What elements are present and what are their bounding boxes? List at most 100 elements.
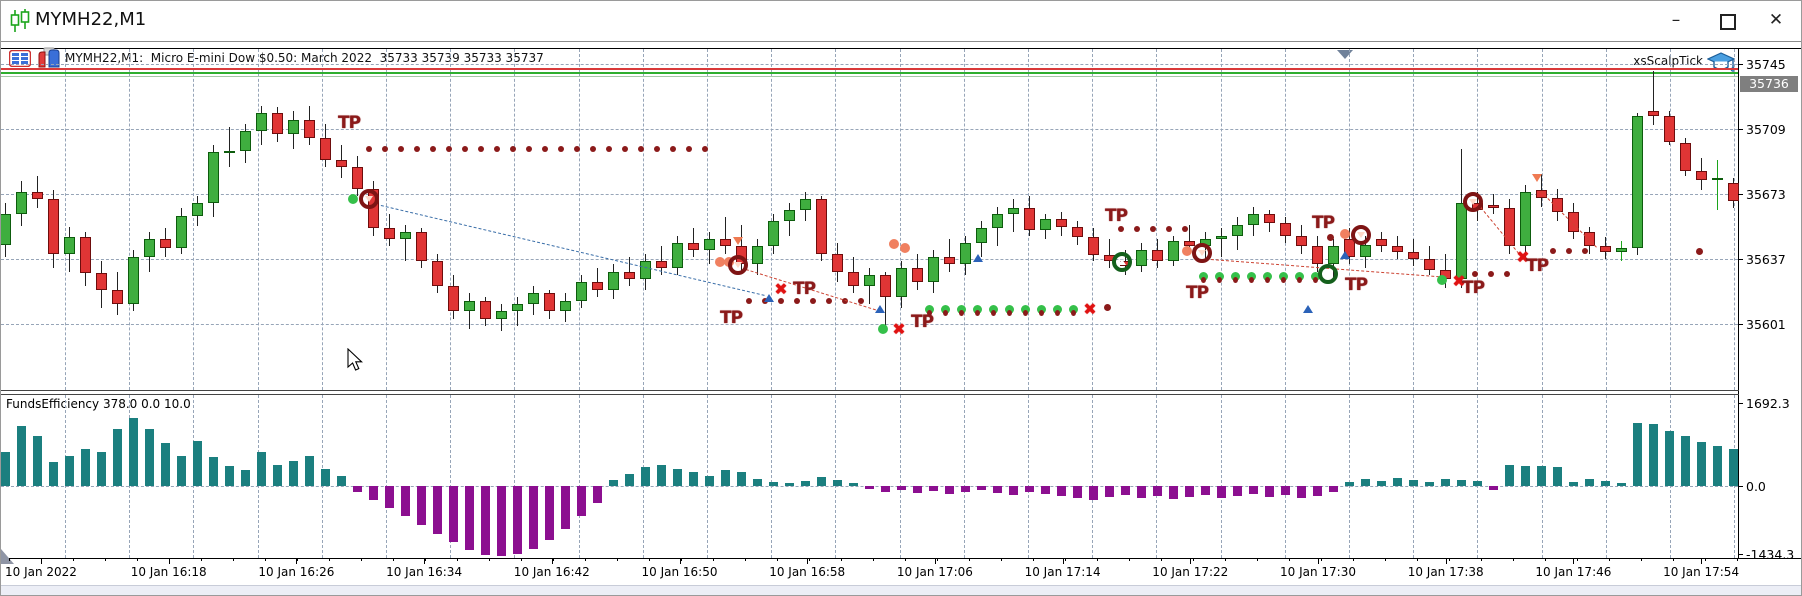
- tp-trail-dot-green: [989, 305, 998, 314]
- candle-wick: [725, 217, 726, 254]
- indicator-bar: [1361, 479, 1370, 486]
- candle: [1392, 246, 1403, 252]
- candle: [1328, 246, 1339, 265]
- indicator-bar: [1585, 478, 1594, 486]
- time-axis-tick: [41, 558, 42, 564]
- tp-trail-dot-red: [1023, 310, 1028, 316]
- subwindow-separator[interactable]: [1, 390, 1739, 391]
- buy-arrow-icon: [1340, 251, 1350, 259]
- quotes-list-icon[interactable]: [8, 49, 32, 71]
- candle-wick: [229, 127, 230, 167]
- time-axis-label: 10 Jan 17:30: [1280, 565, 1356, 579]
- price-line: [1, 75, 1738, 77]
- candle: [480, 300, 491, 319]
- indicator-bar: [417, 486, 426, 526]
- gridline-vertical: [1284, 395, 1286, 558]
- gridline-vertical: [835, 49, 837, 390]
- indicator-bar: [785, 483, 794, 486]
- indicator-bar: [129, 418, 138, 486]
- indicator-bar: [593, 486, 602, 504]
- indicator-bar: [273, 464, 282, 486]
- sell-arrow-icon: [733, 237, 743, 245]
- price-line: [1, 68, 1738, 70]
- candle: [1568, 212, 1579, 232]
- tp-trail-dot-red: [943, 310, 948, 316]
- tp-line-dot: [1472, 271, 1478, 277]
- tp-line-dot: [1566, 248, 1572, 254]
- tp-label: TP: [910, 312, 934, 332]
- indicator-bar: [209, 457, 218, 486]
- gridline-vertical: [65, 49, 66, 390]
- time-minor-tick: [777, 558, 778, 561]
- indicator-bar: [369, 486, 378, 500]
- tp-line-dot: [858, 298, 864, 304]
- indicator-bar: [1025, 486, 1034, 492]
- time-axis-label: 10 Jan 17:06: [896, 565, 973, 579]
- indicator-bar: [1665, 431, 1674, 486]
- tp-line-dot: [366, 146, 372, 152]
- tp-trail-dot-green: [1263, 272, 1272, 281]
- indicator-bar: [737, 472, 746, 486]
- price-axis-label: 35709: [1746, 122, 1786, 137]
- indicator-bar: [1505, 465, 1514, 486]
- candle: [1232, 224, 1243, 236]
- indicator-bar: [513, 486, 522, 554]
- time-minor-tick: [393, 558, 394, 561]
- candle: [1152, 249, 1163, 261]
- maximize-button[interactable]: [1711, 7, 1745, 35]
- indicator-bar: [545, 486, 554, 540]
- gridline-vertical: [707, 49, 708, 390]
- tp-line-dot: [542, 146, 548, 152]
- tp-line-dot: [1182, 226, 1188, 232]
- time-minor-tick: [201, 558, 202, 561]
- indicator-bar: [241, 469, 250, 486]
- time-minor-tick: [361, 558, 362, 561]
- indicator-bar: [753, 478, 762, 486]
- tp-line-dot: [590, 146, 596, 152]
- indicator-bar: [689, 472, 698, 486]
- tp-trail-dot-red: [959, 310, 964, 316]
- indicator-bar: [1121, 486, 1130, 495]
- time-axis-tick: [1062, 558, 1064, 564]
- chart-window-icon[interactable]: [37, 47, 61, 72]
- indicator-bar: [1489, 486, 1498, 490]
- window-titlebar[interactable]: MYMH22,M1 – ✕: [1, 1, 1801, 42]
- tp-line-dot: [1550, 248, 1556, 254]
- tp-label: TP: [792, 279, 816, 299]
- subwindow-separator-2[interactable]: [1, 394, 1739, 395]
- candle: [64, 237, 75, 254]
- indicator-axis-tick: [1738, 403, 1743, 404]
- buy-arrow-icon: [764, 294, 774, 302]
- indicator-bar: [1105, 486, 1114, 497]
- indicator-bar: [401, 486, 410, 517]
- time-axis-tick: [296, 558, 298, 564]
- gridline-horizontal: [1, 129, 1738, 130]
- indicator-bar: [497, 486, 506, 557]
- trade-x-mark: ✖: [774, 279, 788, 299]
- indicator-bar: [1569, 481, 1578, 486]
- indicator-axis-label: -1434.3: [1746, 547, 1795, 562]
- candle: [992, 213, 1003, 229]
- tp-line-dot: [574, 146, 580, 152]
- candle: [1584, 231, 1595, 247]
- tp-label: TP: [1461, 278, 1485, 298]
- buy-entry-circle-marker: [1318, 264, 1338, 284]
- indicator-bar: [353, 486, 362, 492]
- time-minor-tick: [1673, 558, 1674, 561]
- time-minor-tick: [1033, 558, 1034, 561]
- indicator-bar: [1521, 466, 1530, 486]
- minimize-button[interactable]: –: [1671, 10, 1681, 30]
- time-minor-tick: [329, 558, 330, 561]
- graduation-cap-icon[interactable]: [1706, 51, 1736, 79]
- indicator-bar: [929, 486, 938, 491]
- candle-wick: [517, 296, 518, 326]
- tp-trail-dot-red: [927, 310, 932, 316]
- time-minor-tick: [649, 558, 650, 561]
- candle: [1488, 204, 1499, 209]
- time-minor-tick: [425, 558, 426, 561]
- time-minor-tick: [585, 558, 586, 561]
- time-minor-tick: [713, 558, 714, 561]
- gridline-vertical: [899, 49, 901, 390]
- close-button[interactable]: ✕: [1768, 10, 1784, 30]
